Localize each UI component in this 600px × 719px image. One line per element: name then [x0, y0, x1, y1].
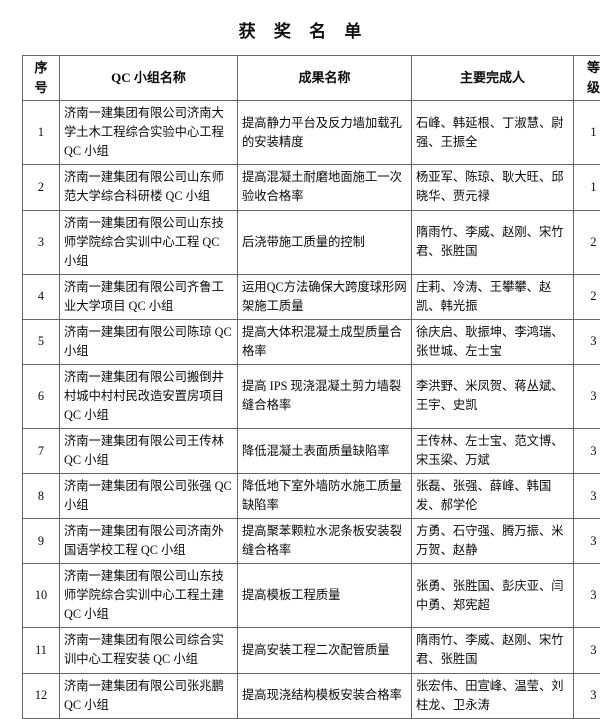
cell-people: 张磊、张强、薛峰、韩国发、郝学伦 — [412, 474, 574, 519]
cell-level: 3 — [574, 428, 600, 473]
cell-level: 3 — [574, 364, 600, 428]
cell-group: 济南一建集团有限公司张强 QC 小组 — [60, 474, 238, 519]
cell-level: 3 — [574, 564, 600, 628]
cell-result: 提高 IPS 现浇混凝土剪力墙裂缝合格率 — [238, 364, 412, 428]
column-header-result: 成果名称 — [238, 56, 412, 101]
cell-no: 12 — [23, 673, 60, 718]
cell-people: 徐庆启、耿振坤、李鸿瑞、张世城、左士宝 — [412, 319, 574, 364]
cell-no: 7 — [23, 428, 60, 473]
cell-no: 2 — [23, 165, 60, 210]
cell-level: 2 — [574, 210, 600, 274]
cell-people: 方勇、石守强、腾万振、米万贺、赵静 — [412, 519, 574, 564]
cell-no: 1 — [23, 101, 60, 165]
cell-people: 李洪野、米凤贺、蒋丛斌、王宇、史凯 — [412, 364, 574, 428]
cell-group: 济南一建集团有限公司陈琼 QC 小组 — [60, 319, 238, 364]
column-header-no-line1: 序 — [26, 58, 56, 78]
cell-group: 济南一建集团有限公司济南大学土木工程综合实验中心工程 QC 小组 — [60, 101, 238, 165]
cell-no: 9 — [23, 519, 60, 564]
cell-no: 3 — [23, 210, 60, 274]
column-header-people: 主要完成人 — [412, 56, 574, 101]
cell-group: 济南一建集团有限公司综合实训中心工程安装 QC 小组 — [60, 628, 238, 673]
page-title: 获 奖 名 单 — [0, 0, 600, 55]
cell-result: 后浇带施工质量的控制 — [238, 210, 412, 274]
cell-group: 济南一建集团有限公司搬倒井村城中村村民改造安置房项目 QC 小组 — [60, 364, 238, 428]
column-header-level-line1: 等 — [577, 58, 600, 78]
cell-no: 4 — [23, 274, 60, 319]
cell-group: 济南一建集团有限公司齐鲁工业大学项目 QC 小组 — [60, 274, 238, 319]
cell-people: 庄莉、冷涛、王攀攀、赵凯、韩光振 — [412, 274, 574, 319]
cell-result: 提高聚苯颗粒水泥条板安装裂缝合格率 — [238, 519, 412, 564]
document-page: 获 奖 名 单 序 号 QC 小组名称 成果名称 主要完成人 等 级 — [0, 0, 600, 683]
cell-people: 杨亚军、陈琼、耿大旺、邱晓华、贾元禄 — [412, 165, 574, 210]
cell-result: 提高现浇结构模板安装合格率 — [238, 673, 412, 718]
cell-group: 济南一建集团有限公司王传林 QC 小组 — [60, 428, 238, 473]
cell-level: 1 — [574, 101, 600, 165]
cell-level: 3 — [574, 673, 600, 718]
cell-no: 10 — [23, 564, 60, 628]
column-header-no: 序 号 — [23, 56, 60, 101]
cell-level: 3 — [574, 628, 600, 673]
column-header-no-line2: 号 — [26, 78, 56, 98]
cell-no: 11 — [23, 628, 60, 673]
table-header: 序 号 QC 小组名称 成果名称 主要完成人 等 级 — [23, 56, 600, 101]
column-header-level: 等 级 — [574, 56, 600, 101]
table-header-row: 序 号 QC 小组名称 成果名称 主要完成人 等 级 — [23, 56, 600, 101]
cell-no: 6 — [23, 364, 60, 428]
cell-group: 济南一建集团有限公司山东技师学院综合实训中心工程 QC 小组 — [60, 210, 238, 274]
column-header-group: QC 小组名称 — [60, 56, 238, 101]
cell-people: 石峰、韩延根、丁淑慧、尉强、王振全 — [412, 101, 574, 165]
cell-group: 济南一建集团有限公司山东技师学院综合实训中心工程土建 QC 小组 — [60, 564, 238, 628]
cell-no: 8 — [23, 474, 60, 519]
cell-result: 提高静力平台及反力墙加载孔的安装精度 — [238, 101, 412, 165]
cell-level: 3 — [574, 474, 600, 519]
cell-no: 5 — [23, 319, 60, 364]
cell-group: 济南一建集团有限公司张兆鹏 QC 小组 — [60, 673, 238, 718]
cell-result: 提高模板工程质量 — [238, 564, 412, 628]
cell-result: 运用QC方法确保大跨度球形网架施工质量 — [238, 274, 412, 319]
cell-result: 提高安装工程二次配管质量 — [238, 628, 412, 673]
column-header-level-line2: 级 — [577, 78, 600, 98]
cell-level: 3 — [574, 519, 600, 564]
cell-group: 济南一建集团有限公司山东师范大学综合科研楼 QC 小组 — [60, 165, 238, 210]
cell-people: 王传林、左士宝、范文博、宋玉梁、万斌 — [412, 428, 574, 473]
cell-result: 提高大体积混凝土成型质量合格率 — [238, 319, 412, 364]
cell-people: 张宏伟、田宣峰、温莹、刘柱龙、卫永涛 — [412, 673, 574, 718]
cell-result: 降低地下室外墙防水施工质量缺陷率 — [238, 474, 412, 519]
cell-result: 提高混凝土耐磨地面施工一次验收合格率 — [238, 165, 412, 210]
cell-people: 隋雨竹、李威、赵刚、宋竹君、张胜国 — [412, 210, 574, 274]
cell-level: 3 — [574, 319, 600, 364]
cell-people: 隋雨竹、李威、赵刚、宋竹君、张胜国 — [412, 628, 574, 673]
cell-group: 济南一建集团有限公司济南外国语学校工程 QC 小组 — [60, 519, 238, 564]
cell-people: 张勇、张胜国、彭庆亚、闫中勇、郑宪超 — [412, 564, 574, 628]
cell-level: 2 — [574, 274, 600, 319]
cell-result: 降低混凝土表面质量缺陷率 — [238, 428, 412, 473]
cell-level: 1 — [574, 165, 600, 210]
